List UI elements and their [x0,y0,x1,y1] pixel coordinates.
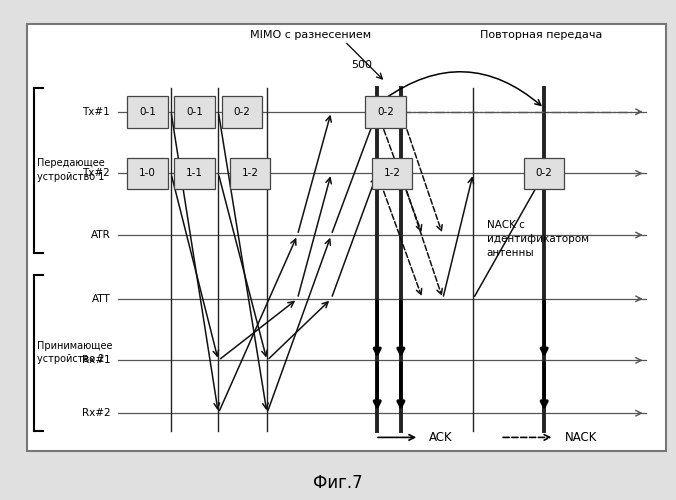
Text: Передающее: Передающее [37,158,105,168]
Text: Rx#1: Rx#1 [82,356,110,366]
Text: Повторная передача: Повторная передача [479,30,602,40]
Text: 0-2: 0-2 [377,107,393,117]
Text: Принимающее: Принимающее [37,341,113,351]
Text: 1-2: 1-2 [241,168,259,178]
Text: ACK: ACK [429,431,453,444]
Text: 1-1: 1-1 [186,168,203,178]
Bar [127,96,168,128]
Text: MIMO с разнесением: MIMO с разнесением [250,30,372,40]
Text: Tx#1: Tx#1 [82,107,110,117]
Text: 500: 500 [351,60,372,70]
Bar [174,158,215,189]
Text: 0-2: 0-2 [536,168,552,178]
Text: Tx#2: Tx#2 [82,168,110,178]
Text: ATT: ATT [91,294,110,304]
Bar [222,96,262,128]
Bar [524,158,564,189]
Text: NACK: NACK [564,431,597,444]
Text: NACK с
идентификатором
антенны: NACK с идентификатором антенны [487,220,589,258]
Text: Фиг.7: Фиг.7 [313,474,363,492]
Bar [230,158,270,189]
Bar [365,96,406,128]
Bar [372,158,412,189]
Bar [127,158,168,189]
Text: 0-1: 0-1 [187,107,203,117]
Text: Rx#2: Rx#2 [82,408,110,418]
Text: 1-2: 1-2 [383,168,401,178]
Text: устройство 2: устройство 2 [37,354,105,364]
Text: 0-1: 0-1 [139,107,155,117]
Text: ATR: ATR [91,230,110,240]
Text: устройство 1: устройство 1 [37,172,105,181]
Bar [174,96,215,128]
Text: 0-2: 0-2 [234,107,250,117]
Text: 1-0: 1-0 [139,168,155,178]
